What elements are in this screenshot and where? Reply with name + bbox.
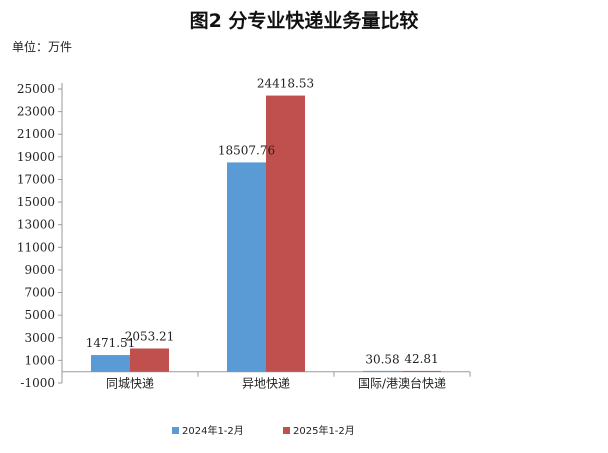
y-tick-label: 15000 xyxy=(17,195,55,209)
y-tick-label: 3000 xyxy=(24,331,55,345)
x-category-label: 国际/港澳台快递 xyxy=(358,376,446,391)
y-tick-label: 9000 xyxy=(24,263,55,277)
x-category-label: 异地快递 xyxy=(242,377,290,391)
y-tick-label: 1000 xyxy=(24,353,55,367)
y-tick-label: 5000 xyxy=(24,308,55,322)
y-tick-label: 19000 xyxy=(17,150,55,164)
legend-swatch xyxy=(283,427,290,434)
y-tick-label: 7000 xyxy=(24,286,55,300)
x-category-label: 同城快递 xyxy=(106,377,154,391)
data-label: 42.81 xyxy=(404,352,438,366)
y-tick-label: 21000 xyxy=(17,127,55,141)
data-label: 18507.76 xyxy=(218,143,275,157)
y-tick-label: 23000 xyxy=(17,105,55,119)
bar-2025 xyxy=(130,348,169,372)
y-tick-label: -1000 xyxy=(20,376,55,390)
bar-2025 xyxy=(266,95,305,372)
y-tick-label: 11000 xyxy=(17,240,55,254)
data-label: 2053.21 xyxy=(125,329,175,343)
y-tick-label: 25000 xyxy=(17,82,55,96)
data-label: 24418.53 xyxy=(257,77,314,91)
y-tick-label: 17000 xyxy=(17,172,55,186)
chart-title: 图2 分专业快递业务量比较 xyxy=(189,10,419,32)
unit-label: 单位：万件 xyxy=(12,40,73,54)
bar-2024 xyxy=(227,162,266,372)
bars-layer xyxy=(91,95,441,372)
legend: 2024年1-2月 2025年1-2月 xyxy=(172,424,355,437)
bar-2025 xyxy=(402,370,441,372)
legend-label: 2025年1-2月 xyxy=(293,424,355,437)
data-label: 1471.51 xyxy=(86,336,136,350)
legend-label: 2024年1-2月 xyxy=(182,424,244,437)
axis-layer: -1000 1000 3000 5000 7000 9000 11000 13000 15000… xyxy=(17,82,471,391)
y-tick-label: 13000 xyxy=(17,218,55,232)
bar-2024 xyxy=(363,370,402,372)
bar-2024 xyxy=(91,355,130,372)
legend-swatch xyxy=(172,427,179,434)
data-label: 30.58 xyxy=(365,352,399,366)
